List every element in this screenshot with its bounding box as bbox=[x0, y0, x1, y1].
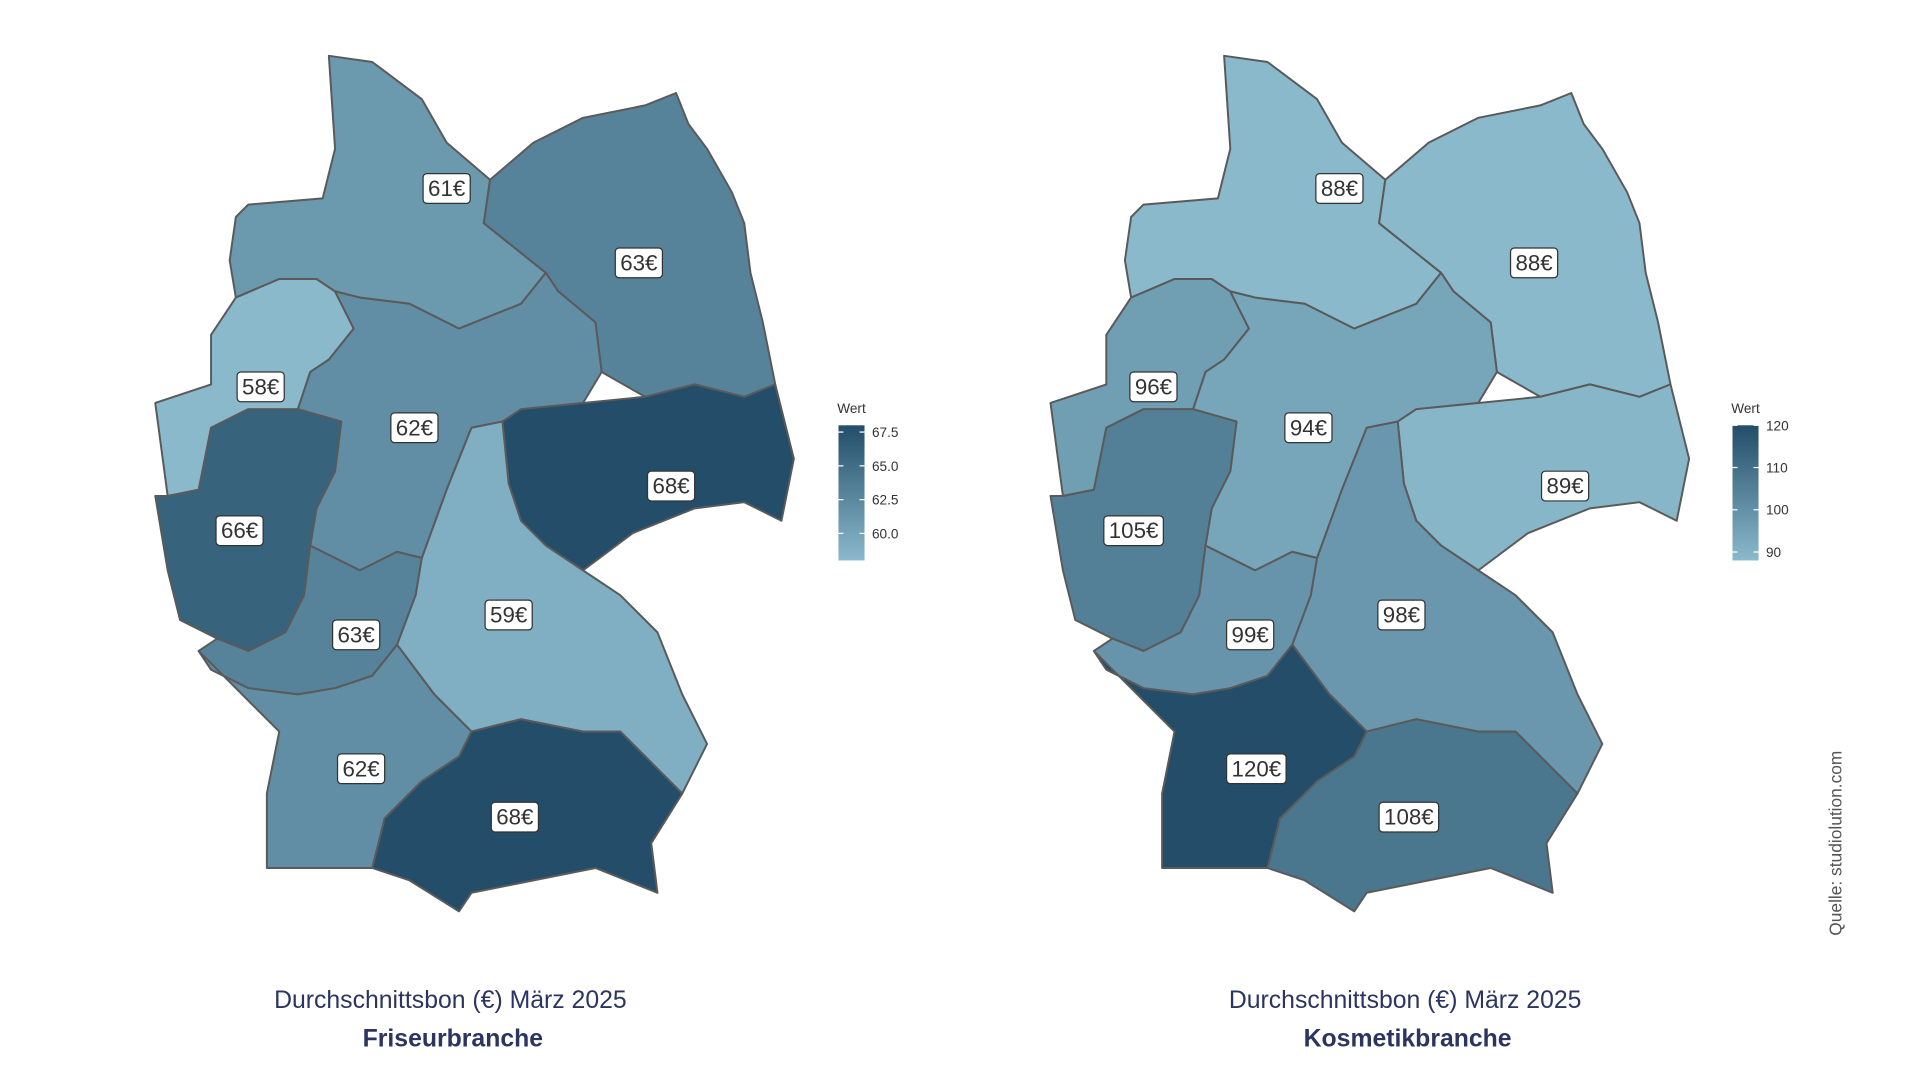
value-label-box bbox=[1225, 619, 1275, 651]
legend-tick-label: 65.0 bbox=[872, 459, 899, 474]
legend-tick-label: 120 bbox=[1766, 418, 1789, 433]
value-label: 96€ bbox=[1135, 374, 1173, 399]
legend-tick-label: 100 bbox=[1766, 503, 1789, 518]
value-label: 63€ bbox=[338, 622, 376, 647]
value-label: 89€ bbox=[1546, 474, 1584, 499]
value-label: 63€ bbox=[620, 250, 658, 275]
legend-title: Wert bbox=[837, 401, 866, 416]
legend-tick-label: 90 bbox=[1766, 545, 1782, 560]
value-label: 66€ bbox=[221, 518, 259, 543]
legend-tick-label: 62.5 bbox=[872, 493, 899, 508]
value-label-box bbox=[1129, 371, 1178, 403]
value-label-box bbox=[1378, 801, 1440, 833]
colorbar bbox=[838, 425, 865, 561]
value-label: 68€ bbox=[652, 474, 690, 499]
map-subtitle: Friseurbranche bbox=[363, 1026, 543, 1053]
value-label-box bbox=[1225, 753, 1287, 785]
map bbox=[1049, 54, 1691, 913]
value-label: 62€ bbox=[343, 756, 381, 781]
value-label: 99€ bbox=[1232, 622, 1270, 647]
value-label: 120€ bbox=[1232, 756, 1282, 781]
value-label-box bbox=[390, 412, 439, 444]
legend-tick-label: 110 bbox=[1766, 461, 1788, 476]
value-label: 108€ bbox=[1384, 805, 1434, 830]
value-label-box bbox=[1284, 412, 1333, 444]
value-label: 88€ bbox=[1515, 250, 1553, 275]
legend-title: Wert bbox=[1731, 401, 1760, 416]
value-label-box bbox=[422, 172, 471, 204]
value-label-box bbox=[215, 515, 264, 547]
value-label-box bbox=[331, 619, 381, 651]
value-label: 58€ bbox=[242, 374, 280, 399]
value-label: 62€ bbox=[396, 415, 434, 440]
value-label-box bbox=[490, 801, 540, 833]
value-label-box bbox=[484, 599, 533, 631]
value-label-box bbox=[646, 470, 696, 502]
value-label: 94€ bbox=[1290, 415, 1328, 440]
value-label: 68€ bbox=[496, 805, 534, 830]
map-title: Durchschnittsbon (€) März 2025 bbox=[1229, 987, 1582, 1014]
map-subtitle: Kosmetikbranche bbox=[1304, 1026, 1512, 1053]
value-label-box bbox=[1103, 515, 1164, 547]
value-label-box bbox=[1540, 470, 1590, 502]
source: Quelle: studiolution.com bbox=[1826, 751, 1846, 936]
legend-tick-label: 67.5 bbox=[872, 425, 899, 440]
value-label: 61€ bbox=[428, 176, 466, 201]
value-label: 88€ bbox=[1321, 176, 1359, 201]
value-label-box bbox=[1509, 247, 1559, 279]
legend-tick-label: 60.0 bbox=[872, 526, 899, 541]
colorbar bbox=[1732, 425, 1759, 561]
value-label: 98€ bbox=[1383, 603, 1421, 628]
value-label-box bbox=[336, 753, 386, 785]
value-label-box bbox=[614, 247, 664, 279]
value-label: 105€ bbox=[1109, 518, 1159, 543]
value-label-box bbox=[1377, 599, 1426, 631]
value-label-box bbox=[236, 371, 285, 403]
value-label-box bbox=[1315, 172, 1364, 204]
value-label: 59€ bbox=[490, 603, 528, 628]
map bbox=[154, 54, 795, 913]
map-title: Durchschnittsbon (€) März 2025 bbox=[274, 987, 627, 1014]
